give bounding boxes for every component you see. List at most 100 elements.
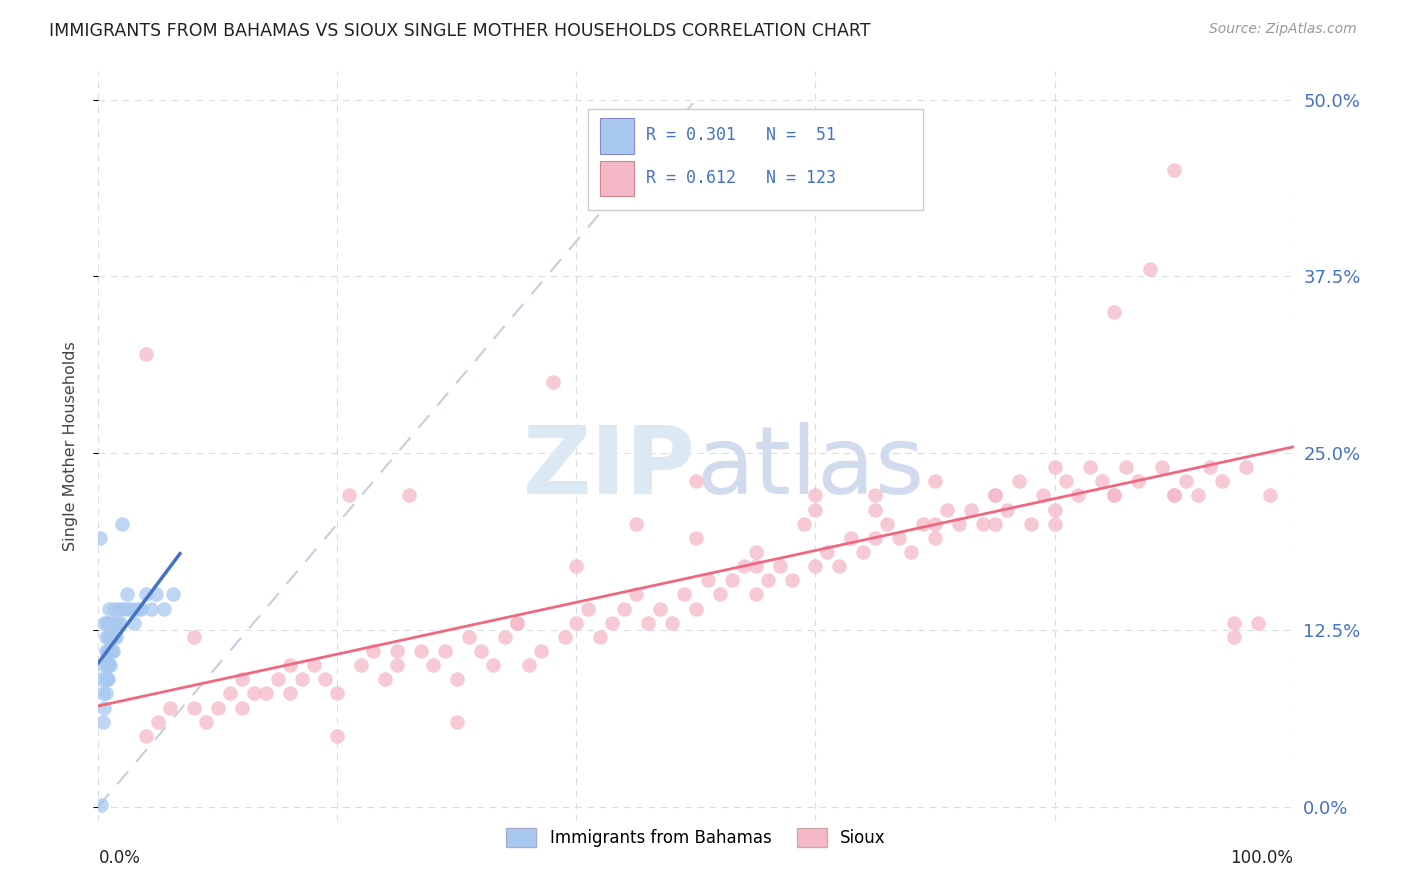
Point	[637, 615, 659, 630]
Point	[470, 644, 492, 658]
Point	[278, 658, 301, 673]
Point	[302, 658, 325, 673]
Point	[841, 531, 863, 545]
Point	[481, 658, 505, 673]
Point	[1104, 304, 1126, 318]
Point	[103, 630, 125, 644]
Point	[96, 615, 118, 630]
Point	[243, 686, 266, 700]
Point	[1043, 460, 1066, 475]
Point	[278, 686, 301, 700]
Point	[118, 601, 141, 615]
Point	[900, 545, 922, 559]
Point	[97, 673, 120, 687]
Point	[363, 644, 385, 658]
Point	[254, 686, 277, 700]
FancyBboxPatch shape	[589, 109, 922, 210]
Point	[183, 700, 205, 714]
Point	[924, 516, 946, 531]
Point	[780, 574, 803, 588]
Point	[565, 559, 588, 574]
Point	[104, 615, 127, 630]
Point	[1019, 516, 1042, 531]
Point	[96, 644, 118, 658]
Point	[94, 686, 117, 700]
Point	[231, 700, 253, 714]
Point	[733, 559, 755, 574]
Point	[1104, 488, 1126, 502]
Point	[589, 630, 612, 644]
Point	[98, 658, 121, 673]
Text: 100.0%: 100.0%	[1230, 849, 1294, 867]
Point	[1043, 516, 1066, 531]
Text: R = 0.301   N =  51: R = 0.301 N = 51	[645, 126, 835, 144]
Legend: Immigrants from Bahamas, Sioux: Immigrants from Bahamas, Sioux	[499, 821, 893, 854]
Point	[530, 644, 553, 658]
Point	[685, 601, 707, 615]
Point	[506, 615, 529, 630]
Point	[1163, 488, 1185, 502]
Point	[709, 587, 731, 601]
Point	[673, 587, 696, 601]
Point	[1223, 615, 1246, 630]
Point	[207, 700, 229, 714]
Point	[804, 488, 827, 502]
Point	[98, 601, 121, 615]
Point	[93, 700, 115, 714]
Point	[494, 630, 516, 644]
Point	[139, 601, 162, 615]
Point	[745, 559, 768, 574]
Point	[100, 644, 122, 658]
Point	[101, 644, 124, 658]
Point	[685, 531, 707, 545]
Point	[1091, 475, 1114, 489]
Point	[1258, 488, 1281, 502]
Point	[96, 673, 118, 687]
Point	[411, 644, 433, 658]
Point	[984, 516, 1007, 531]
Point	[385, 658, 409, 673]
Point	[100, 630, 122, 644]
Point	[114, 601, 136, 615]
Point	[865, 502, 887, 516]
Point	[852, 545, 875, 559]
Point	[97, 615, 120, 630]
Point	[1175, 475, 1198, 489]
Point	[135, 587, 157, 601]
Point	[107, 601, 129, 615]
Text: 0.0%: 0.0%	[98, 849, 141, 867]
Point	[98, 644, 121, 658]
Point	[828, 559, 851, 574]
Point	[1247, 615, 1270, 630]
Point	[865, 488, 887, 502]
Point	[876, 516, 898, 531]
Point	[162, 587, 184, 601]
Point	[267, 673, 290, 687]
Point	[97, 658, 120, 673]
Point	[697, 574, 720, 588]
Point	[1163, 488, 1185, 502]
Point	[127, 601, 149, 615]
Point	[97, 630, 120, 644]
Point	[517, 658, 540, 673]
Point	[434, 644, 457, 658]
Point	[984, 488, 1007, 502]
Point	[756, 574, 779, 588]
Point	[91, 673, 114, 687]
Point	[648, 601, 672, 615]
Point	[446, 714, 468, 729]
Point	[98, 658, 122, 673]
Point	[94, 630, 117, 644]
Point	[183, 630, 205, 644]
Point	[219, 686, 242, 700]
Point	[865, 531, 887, 545]
Point	[91, 686, 114, 700]
Bar	[600, 161, 634, 196]
Point	[131, 601, 153, 615]
Point	[350, 658, 373, 673]
Point	[159, 700, 181, 714]
Text: ZIP: ZIP	[523, 423, 696, 515]
Point	[554, 630, 576, 644]
Point	[115, 587, 138, 601]
Point	[1008, 475, 1031, 489]
